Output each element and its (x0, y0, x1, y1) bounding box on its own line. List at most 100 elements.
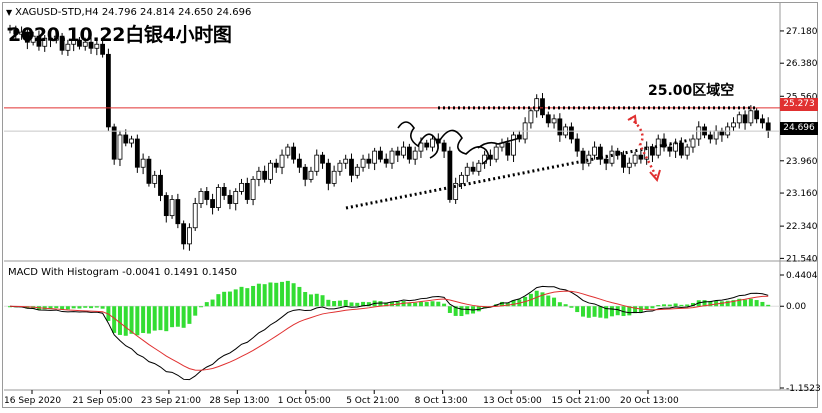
candle-body (453, 182, 459, 200)
x-tick-label: 20 Oct 13:00 (620, 396, 679, 406)
candle-body (163, 195, 169, 217)
projection-arrow (629, 117, 658, 177)
macd-histogram-bar (280, 281, 285, 307)
candle-body (88, 41, 94, 49)
candle-body (713, 130, 719, 140)
candle-body (707, 134, 713, 140)
candle-body (30, 35, 36, 43)
macd-values: -0.0041 0.1491 0.1450 (122, 267, 238, 278)
macd-histogram-bar (204, 302, 209, 307)
y-tick-label: 22.340 (786, 222, 818, 232)
candle-body (268, 162, 273, 180)
candle-body (134, 138, 140, 168)
candle-body (528, 110, 534, 124)
macd-histogram-bar (390, 301, 394, 307)
candle-body (7, 27, 13, 31)
signature-watermark (397, 121, 521, 165)
resistance-price-tag: 25.273 (780, 98, 818, 111)
macd-histogram-bar (320, 295, 325, 307)
candle-body (470, 166, 476, 172)
candle-body (204, 191, 210, 200)
macd-histogram-bar (239, 286, 244, 307)
candle-body (545, 114, 551, 124)
macd-histogram-bar (447, 306, 452, 313)
macd-histogram-bar (123, 306, 128, 336)
candle-body (77, 39, 82, 47)
candle-body (129, 138, 134, 144)
dropdown-arrow-icon[interactable]: ▼ (6, 8, 13, 17)
macd-histogram-bar (25, 306, 30, 309)
candle-body (117, 134, 123, 160)
macd-histogram-bar (343, 299, 348, 307)
macd-histogram-bar (569, 306, 574, 308)
candle-body (42, 37, 48, 47)
macd-histogram-bar (743, 299, 748, 307)
macd-histogram-bar (355, 302, 360, 307)
candle-body (48, 37, 53, 41)
candle-body (430, 138, 435, 148)
candle-body (296, 158, 302, 168)
candle-body (412, 150, 418, 160)
macd-histogram-bar (644, 306, 649, 310)
candle-body (262, 170, 268, 180)
signal-line (9, 290, 769, 371)
macd-histogram-bar (233, 289, 238, 307)
macd-histogram-bar (141, 306, 146, 333)
candle-body (597, 146, 603, 160)
candle-body (65, 43, 71, 51)
macd-histogram-bar (117, 306, 122, 335)
macd-histogram-bar (766, 304, 771, 307)
ascending-trendline (345, 138, 691, 210)
x-tick-label: 5 Oct 21:00 (346, 396, 399, 406)
macd-histogram-bar (227, 291, 232, 307)
candle-body (505, 142, 511, 156)
macd-title: MACD With Histogram (8, 267, 119, 278)
macd-histogram-bar (505, 302, 510, 307)
macd-histogram-bar (65, 306, 70, 310)
candle-body (557, 118, 563, 136)
candle-body (534, 98, 540, 112)
candle-body (19, 31, 24, 35)
candle-body (378, 150, 383, 160)
macd-histogram-bar (442, 303, 447, 307)
chart-headline: 2020.10.22白银4小时图 (8, 24, 232, 46)
y-tick-label: 23.160 (786, 189, 818, 199)
macd-histogram-bar (170, 306, 175, 328)
candle-body (279, 154, 285, 168)
macd-histogram-bar (268, 282, 273, 307)
macd-histogram-bar (60, 306, 65, 310)
candle-body (53, 35, 59, 41)
macd-histogram-bar (361, 301, 366, 307)
candle-body (13, 29, 19, 35)
macd-histogram-bar (557, 302, 562, 307)
projection-arrowhead (649, 169, 661, 183)
candle-body (152, 174, 158, 184)
candle-body (389, 150, 395, 164)
candle-body (678, 142, 684, 156)
y-tick-label: 27.180 (786, 27, 818, 37)
macd-histogram-bar (89, 306, 94, 309)
candle-body (731, 122, 736, 128)
macd-histogram-bar (152, 306, 157, 331)
candle-body (464, 166, 470, 176)
candle-body (511, 134, 516, 156)
macd-histogram-bar (384, 302, 389, 307)
ohlc-values: 24.796 24.814 24.650 24.696 (101, 7, 252, 18)
macd-histogram-bar (314, 293, 319, 307)
macd-histogram-bar (575, 306, 580, 313)
candle-body (395, 150, 401, 156)
candle-body (383, 158, 389, 164)
candle-body (239, 182, 244, 192)
candle-body (406, 146, 412, 160)
macd-histogram-bar (650, 306, 655, 309)
macd-histogram-bar (146, 306, 151, 334)
macd-histogram-bar (297, 286, 302, 307)
candle-body (736, 114, 742, 124)
candle-body (372, 150, 378, 164)
macd-histogram-bar (337, 300, 342, 307)
macd-tick-label: 0.00 (786, 302, 806, 312)
candle-body (661, 138, 667, 148)
candle-body (250, 178, 256, 200)
candle-body (638, 154, 644, 160)
candle-body (447, 150, 453, 200)
